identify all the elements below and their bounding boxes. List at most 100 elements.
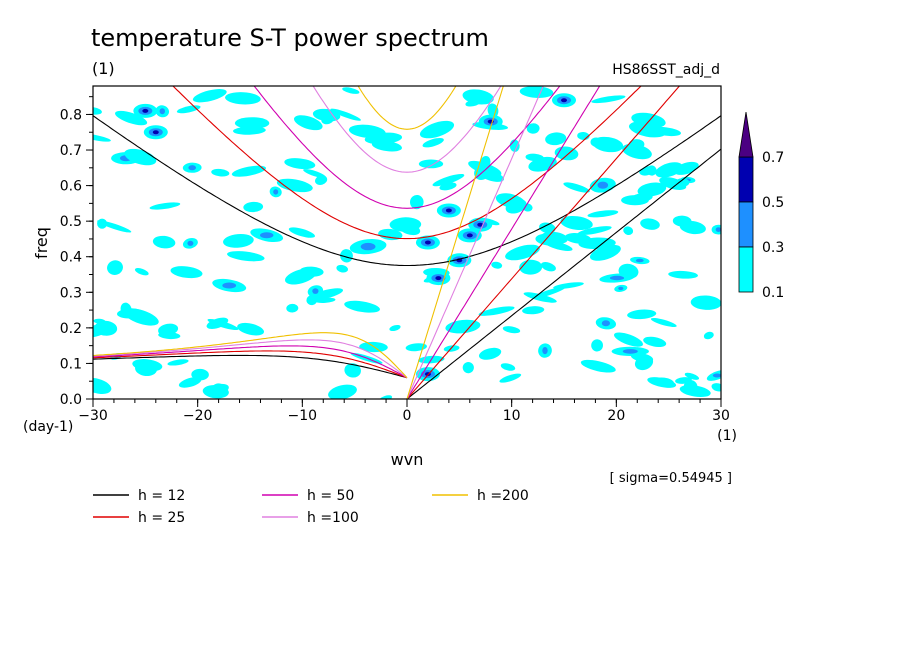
x-axis-label: wvn	[391, 450, 424, 469]
y-axis: 0.0 0.1 0.2 0.3 0.4 0.5 0.6 0.7 0.8	[60, 96, 93, 408]
y-unit-label: (day-1)	[23, 419, 73, 435]
kelvin-curve	[406, 86, 544, 399]
contour-patch	[591, 339, 604, 352]
contour-patch	[288, 227, 316, 238]
y-tick-label: 0.4	[60, 250, 82, 266]
contour-patch	[234, 117, 270, 129]
x-tick-label: 30	[712, 408, 730, 424]
contour-max-core	[435, 276, 442, 281]
contour-patch	[93, 377, 112, 395]
contour-patch-mid	[635, 258, 644, 263]
contour-patch	[587, 210, 619, 218]
contour-max-core	[424, 240, 431, 245]
contour-patch	[526, 123, 540, 134]
contour-max-core	[445, 208, 452, 213]
contour-patch	[684, 372, 700, 380]
legend-label: h = 50	[307, 488, 354, 504]
contour-patch	[398, 222, 421, 236]
contour-patch	[303, 169, 326, 178]
contour-patch	[286, 303, 299, 313]
colorbar-label: 0.7	[762, 150, 784, 166]
contour-patch	[97, 218, 108, 229]
contour-patch	[237, 322, 265, 336]
sigma-note: [ sigma=0.54945 ]	[610, 471, 732, 486]
contour-patch	[462, 362, 474, 374]
contour-max-core	[466, 233, 473, 238]
contour-patch-mid	[618, 286, 624, 291]
contour-patch	[628, 139, 645, 150]
contour-patch	[683, 380, 698, 394]
igw-curve	[312, 86, 502, 173]
contour-patch	[276, 178, 313, 193]
contour-patch-mid	[159, 108, 165, 115]
contour-patch	[314, 297, 336, 303]
y-tick-label: 0.1	[60, 356, 82, 372]
contour-patch	[533, 286, 566, 299]
rossby-curve	[93, 332, 408, 379]
contour-patch	[646, 165, 657, 176]
contour-patch	[422, 137, 444, 148]
contour-patch	[340, 249, 353, 263]
contour-patch	[419, 120, 455, 139]
contour-patch	[330, 108, 361, 121]
igw-curve	[253, 86, 561, 209]
contour-patch	[231, 165, 267, 177]
y-axis-label: freq	[32, 227, 51, 259]
contour-patch	[405, 343, 427, 352]
contour-patch	[487, 103, 499, 118]
contour-patch	[344, 363, 361, 378]
contour-patch	[591, 95, 626, 104]
rossby-curve	[93, 339, 408, 379]
contour-patch	[505, 244, 540, 261]
contour-patch	[364, 132, 403, 145]
contour-patch-mid	[542, 347, 548, 355]
contour-patch	[310, 288, 344, 300]
contour-patch	[580, 359, 616, 373]
contour-patch	[107, 260, 123, 275]
contour-patch-mid	[187, 240, 194, 246]
rossby-curve	[93, 345, 408, 379]
contour-patch	[539, 222, 556, 234]
contour-patch	[115, 110, 148, 126]
colorbar-top-triangle	[738, 111, 754, 158]
contour-patch	[640, 218, 660, 230]
contour-patch	[643, 336, 667, 348]
y-tick-label: 0.8	[60, 107, 82, 123]
contour-patch	[167, 359, 189, 366]
x-tick-label: 0	[403, 408, 412, 424]
contour-patch	[212, 383, 227, 395]
contour-patch	[545, 132, 567, 146]
colorbar-label: 0.1	[762, 285, 784, 301]
contour-max-core	[561, 98, 567, 103]
x-tick-label: −30	[78, 408, 108, 424]
contour-patch-mid	[273, 189, 279, 195]
contour-patch	[299, 266, 324, 277]
contour-patch	[206, 317, 229, 329]
contour-patch	[462, 89, 494, 105]
contour-patch	[294, 115, 323, 131]
contour-patch	[577, 226, 612, 236]
contour-patch-mid	[715, 227, 721, 232]
contour-patch-mid	[609, 275, 625, 281]
contour-patch	[158, 323, 179, 336]
contour-patch	[560, 215, 593, 231]
kelvin-curve	[406, 86, 504, 399]
colorbar-segment	[738, 156, 754, 203]
contour-patch	[432, 173, 465, 187]
contour-patch	[344, 300, 380, 313]
contour-patch	[659, 177, 687, 190]
contour-patch	[589, 244, 621, 261]
x-tick-label: 10	[503, 408, 521, 424]
kelvin-curve	[406, 86, 601, 399]
contour-patch	[378, 228, 403, 241]
contour-patch	[178, 377, 202, 388]
contour-patch	[650, 126, 681, 137]
y-tick-label: 0.5	[60, 214, 82, 230]
contour-patch	[672, 215, 692, 227]
contour-patch	[622, 143, 652, 160]
contour-patch	[650, 317, 677, 328]
chart-title: temperature S-T power spectrum	[91, 24, 489, 52]
contour-patch	[563, 182, 590, 193]
contour-patch	[614, 332, 643, 347]
colorbar-segment	[738, 246, 754, 293]
